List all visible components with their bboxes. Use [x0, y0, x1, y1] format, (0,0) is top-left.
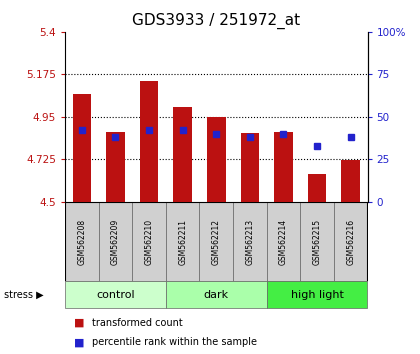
Text: percentile rank within the sample: percentile rank within the sample: [92, 337, 257, 348]
Bar: [300, 202, 334, 281]
Text: high light: high light: [291, 290, 344, 300]
Text: ■: ■: [74, 337, 84, 348]
Bar: [166, 202, 200, 281]
Bar: [233, 202, 267, 281]
Text: GSM562214: GSM562214: [279, 218, 288, 265]
Text: transformed count: transformed count: [92, 318, 183, 328]
Text: GSM562210: GSM562210: [144, 218, 154, 265]
Text: GSM562211: GSM562211: [178, 219, 187, 264]
Bar: [166, 281, 267, 308]
Text: dark: dark: [204, 290, 229, 300]
Bar: [173, 107, 192, 202]
Text: ■: ■: [74, 318, 84, 328]
Text: GSM562208: GSM562208: [77, 218, 87, 265]
Bar: [207, 117, 226, 202]
Bar: [132, 202, 166, 281]
Bar: [106, 132, 125, 202]
Text: control: control: [96, 290, 135, 300]
Bar: [65, 281, 166, 308]
Bar: [334, 202, 368, 281]
Text: stress ▶: stress ▶: [4, 290, 44, 300]
Bar: [267, 281, 368, 308]
Text: GSM562209: GSM562209: [111, 218, 120, 265]
Bar: [140, 81, 158, 202]
Bar: [65, 202, 99, 281]
Bar: [99, 202, 132, 281]
Text: GSM562212: GSM562212: [212, 219, 221, 264]
Bar: [200, 202, 233, 281]
Bar: [241, 133, 259, 202]
Text: GSM562213: GSM562213: [245, 218, 255, 265]
Bar: [73, 94, 91, 202]
Text: GSM562215: GSM562215: [312, 218, 322, 265]
Bar: [267, 202, 300, 281]
Bar: [274, 132, 293, 202]
Bar: [308, 175, 326, 202]
Bar: [341, 160, 360, 202]
Text: GSM562216: GSM562216: [346, 218, 355, 265]
Title: GDS3933 / 251972_at: GDS3933 / 251972_at: [132, 13, 300, 29]
